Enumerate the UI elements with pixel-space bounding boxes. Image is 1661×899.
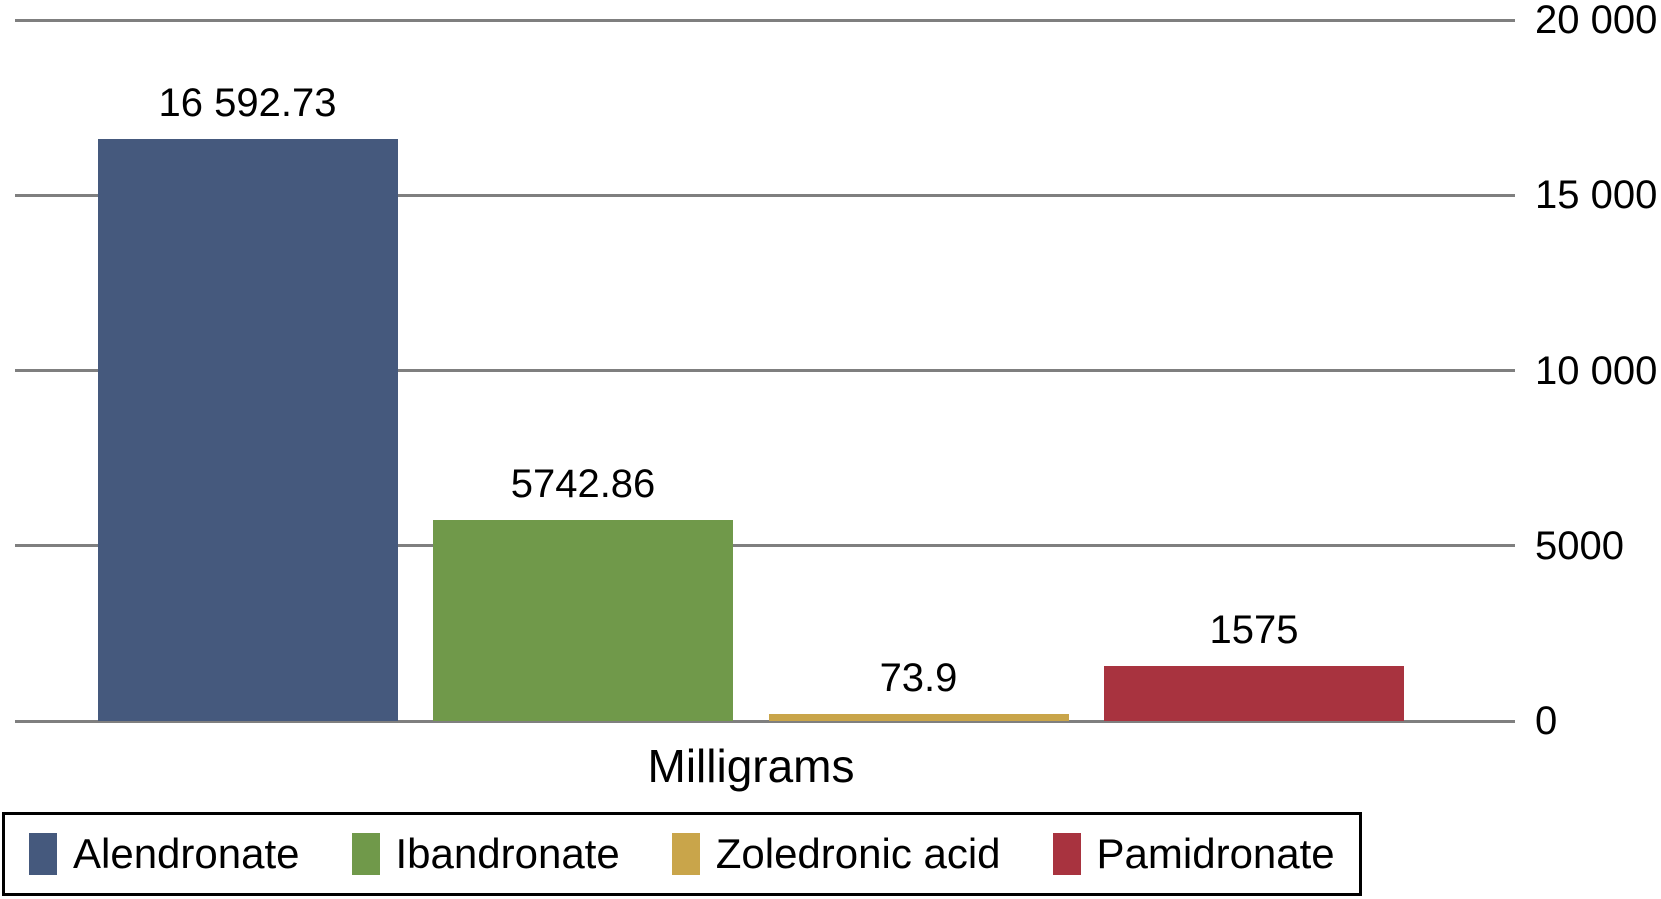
bar-pamidronate: [1104, 665, 1404, 721]
gridline-0: [15, 719, 1515, 723]
legend-item-alendronate: Alendronate: [29, 833, 300, 875]
gridline-15000: [15, 193, 1515, 197]
bar-ibandronate: [433, 519, 733, 721]
gridline-5000: [15, 544, 1515, 548]
legend-label-alendronate: Alendronate: [73, 830, 300, 877]
bar-value-label-alendronate: 16 592.73: [158, 81, 337, 126]
legend-label-ibandronate: Ibandronate: [395, 830, 620, 877]
gridline-20000: [15, 18, 1515, 22]
legend-swatch-zoledronic-acid: [671, 833, 700, 875]
y-tick-label-10000: 10 000: [1535, 348, 1658, 393]
x-axis-title: Milligrams: [647, 740, 855, 792]
bar-value-label-pamidronate: 1575: [1209, 607, 1299, 652]
bar-value-label-zoledronic-acid: 73.9: [879, 656, 958, 700]
y-tick-label-0: 0: [1535, 699, 1558, 743]
y-tick-label-20000: 20 000: [1535, 0, 1658, 42]
bar-zoledronic-acid: [768, 714, 1069, 721]
legend-item-ibandronate: Ibandronate: [351, 830, 620, 877]
legend-item-pamidronate: Pamidronate: [1052, 830, 1335, 877]
legend-label-pamidronate: Pamidronate: [1096, 830, 1335, 877]
y-tick-label-5000: 5000: [1535, 523, 1624, 568]
y-tick-label-15000: 15 000: [1535, 173, 1658, 218]
bar-value-label-ibandronate: 5742.86: [510, 461, 656, 506]
bar-alendronate: [97, 139, 398, 721]
legend: Alendronate Ibandronate Zoledronic acid Pam…: [2, 812, 1362, 896]
plot-area: 16 592.73 5742.86 73.9 1575: [15, 18, 1515, 723]
legend-item-zoledronic-acid: Zoledronic acid: [671, 830, 1001, 877]
legend-swatch-pamidronate: [1052, 833, 1081, 875]
legend-label-zoledronic-acid: Zoledronic acid: [715, 830, 1001, 877]
gridline-10000: [15, 369, 1515, 372]
legend-swatch-alendronate: [29, 833, 57, 875]
legend-swatch-ibandronate: [351, 833, 380, 875]
